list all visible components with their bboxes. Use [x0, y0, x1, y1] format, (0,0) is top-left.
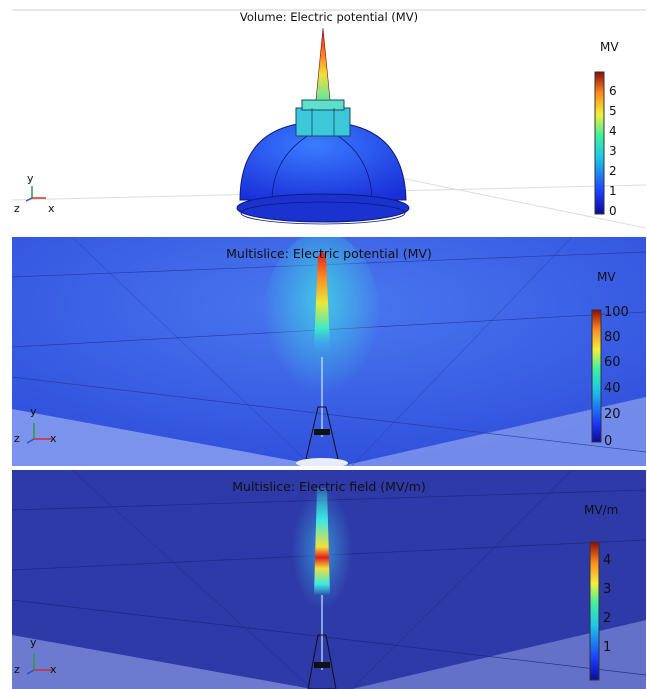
panel-title: Multislice: Electric potential (MV)	[226, 246, 432, 261]
panel-title: Volume: Electric potential (MV)	[239, 10, 419, 24]
top-terminal-box	[295, 107, 351, 137]
axis-x-label: x	[50, 663, 57, 676]
volume-potential-panel: Volume: Electric potential (MV) MV 6 5 4…	[12, 0, 646, 234]
colorbar-potential	[591, 309, 602, 443]
axis-triad	[25, 186, 46, 202]
colorbar-tick: 4	[603, 553, 612, 568]
axis-z-label: z	[14, 432, 20, 445]
colorbar-volume	[594, 71, 605, 215]
axis-x-label: x	[50, 432, 57, 445]
colorbar-tick: 2	[609, 164, 617, 178]
axis-y-label: y	[30, 405, 37, 418]
colorbar-field	[589, 541, 600, 681]
axis-triad	[26, 654, 52, 675]
colorbar-tick: 0	[604, 434, 613, 449]
potential-plume	[314, 252, 330, 355]
colorbar-tick: 3	[603, 582, 612, 597]
multislice-field-canvas	[12, 470, 646, 689]
colorbar-tick: 20	[604, 407, 621, 422]
multislice-potential-panel: Multislice: Electric potential (MV) MV 1…	[12, 237, 646, 466]
generator-silhouette	[305, 406, 339, 460]
colorbar-unit: MV	[600, 40, 619, 54]
colorbar-tick: 80	[604, 330, 621, 345]
colorbar-tick: 0	[609, 204, 617, 218]
field-hotspot	[314, 488, 330, 595]
colorbar-tick: 5	[609, 104, 617, 118]
axis-x-label: x	[48, 202, 55, 215]
axis-y-label: y	[30, 636, 37, 649]
axis-z-label: z	[14, 663, 20, 676]
axis-triad	[26, 423, 52, 444]
colorbar-tick: 40	[604, 381, 621, 396]
colorbar-tick: 60	[604, 355, 621, 370]
multislice-potential-canvas	[12, 237, 646, 466]
colorbar-tick: 2	[603, 611, 612, 626]
colorbar-tick: 1	[609, 184, 617, 198]
electrode-spire	[315, 27, 331, 101]
colorbar-tick: 1	[603, 640, 612, 655]
multislice-field-panel: Multislice: Electric field (MV/m) MV/m 4…	[12, 470, 646, 689]
axis-z-label: z	[14, 202, 20, 215]
colorbar-unit: MV	[597, 270, 616, 284]
colorbar-tick: 6	[609, 84, 617, 98]
volume-plot-canvas	[12, 9, 646, 229]
colorbar-tick: 100	[604, 305, 629, 320]
axis-y-label: y	[27, 172, 34, 185]
colorbar-unit: MV/m	[584, 503, 619, 517]
colorbar-tick: 3	[609, 144, 617, 158]
colorbar-tick: 4	[609, 124, 617, 138]
panel-title: Multislice: Electric field (MV/m)	[232, 479, 426, 494]
